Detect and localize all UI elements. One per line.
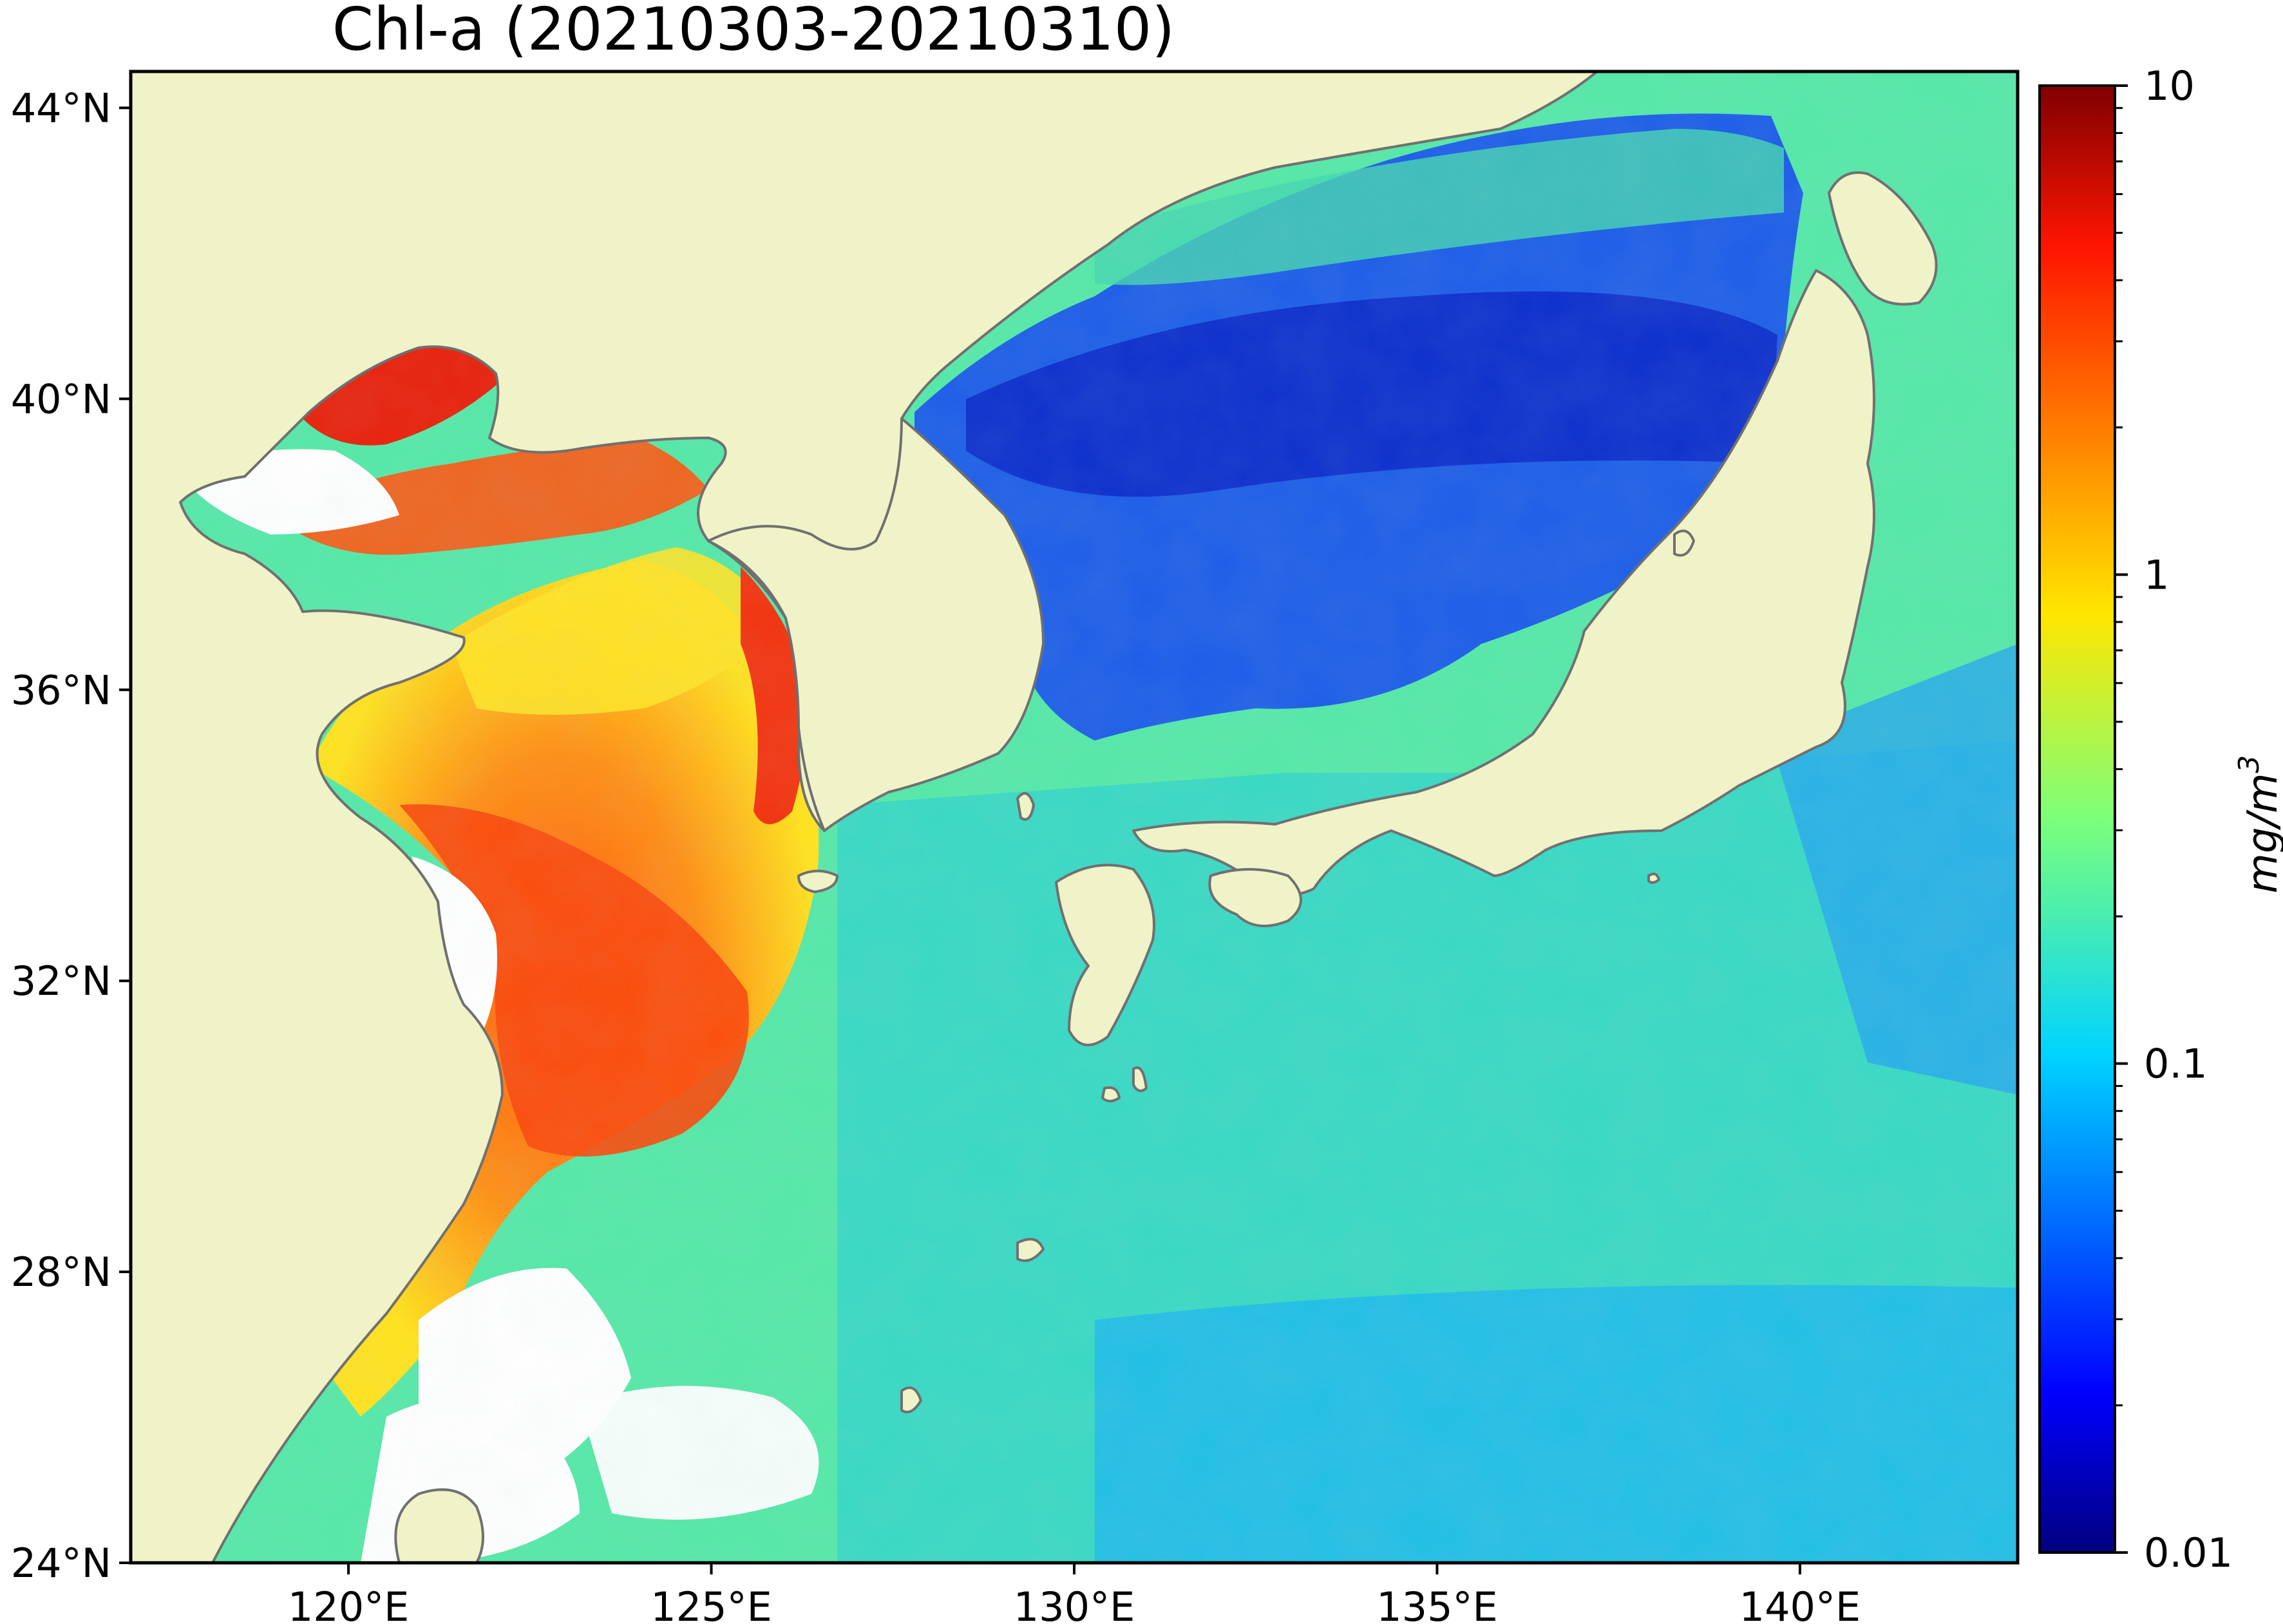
colorbar-gradient	[2040, 86, 2115, 1553]
land-okinawa	[900, 1386, 922, 1413]
colorbar: 10 1 0.1 0.01 mg/m3	[2038, 62, 2283, 1576]
land-korea	[707, 417, 1045, 832]
lon-tick-label: 135°E	[1376, 1583, 1498, 1624]
colorbar-frame	[2038, 84, 2116, 1554]
lon-tick-label: 130°E	[1014, 1583, 1135, 1624]
land-kyushu	[1055, 864, 1155, 1046]
colorbar-ticks: 10 1 0.1 0.01	[2115, 62, 2233, 1576]
land-amami	[1016, 1238, 1045, 1262]
land-sado	[1673, 529, 1695, 557]
land-tsushima	[1016, 792, 1035, 821]
map-area	[131, 71, 2018, 1563]
lat-tick-label: 36°N	[11, 666, 111, 713]
lon-tick-label: 125°E	[650, 1583, 772, 1624]
colorbar-unit-label: mg/m3	[2233, 755, 2283, 894]
lon-tick-label: 140°E	[1739, 1583, 1861, 1624]
lon-tick-label: 120°E	[288, 1583, 410, 1624]
land-izu-island	[1647, 873, 1660, 884]
colorbar-tick-label: 1	[2144, 551, 2169, 598]
longitude-axis: 120°E 125°E 130°E 135°E 140°E	[288, 1563, 1861, 1624]
lat-tick-label: 32°N	[11, 958, 111, 1005]
lat-tick-label: 28°N	[11, 1249, 111, 1296]
colorbar-tick-label: 0.01	[2144, 1529, 2233, 1576]
lat-tick-label: 40°N	[11, 375, 111, 422]
land	[131, 71, 1938, 1563]
colorbar-tick-label: 0.1	[2144, 1041, 2208, 1088]
colorbar-tick-label: 10	[2144, 62, 2195, 109]
land-shikoku	[1208, 868, 1302, 927]
land-hokkaido	[1828, 171, 1938, 306]
land-taiwan	[394, 1488, 484, 1563]
land-jeju	[797, 869, 838, 893]
land-honshu	[1132, 269, 1875, 896]
land-tanegashima	[1132, 1066, 1148, 1092]
lat-tick-label: 24°N	[11, 1540, 111, 1587]
latitude-axis: 24°N 28°N 32°N 36°N 40°N 44°N	[11, 84, 131, 1587]
land-yakushima	[1101, 1086, 1121, 1102]
lat-tick-label: 44°N	[11, 84, 111, 131]
map-title: Chl-a (20210303-20210310)	[332, 0, 1175, 64]
